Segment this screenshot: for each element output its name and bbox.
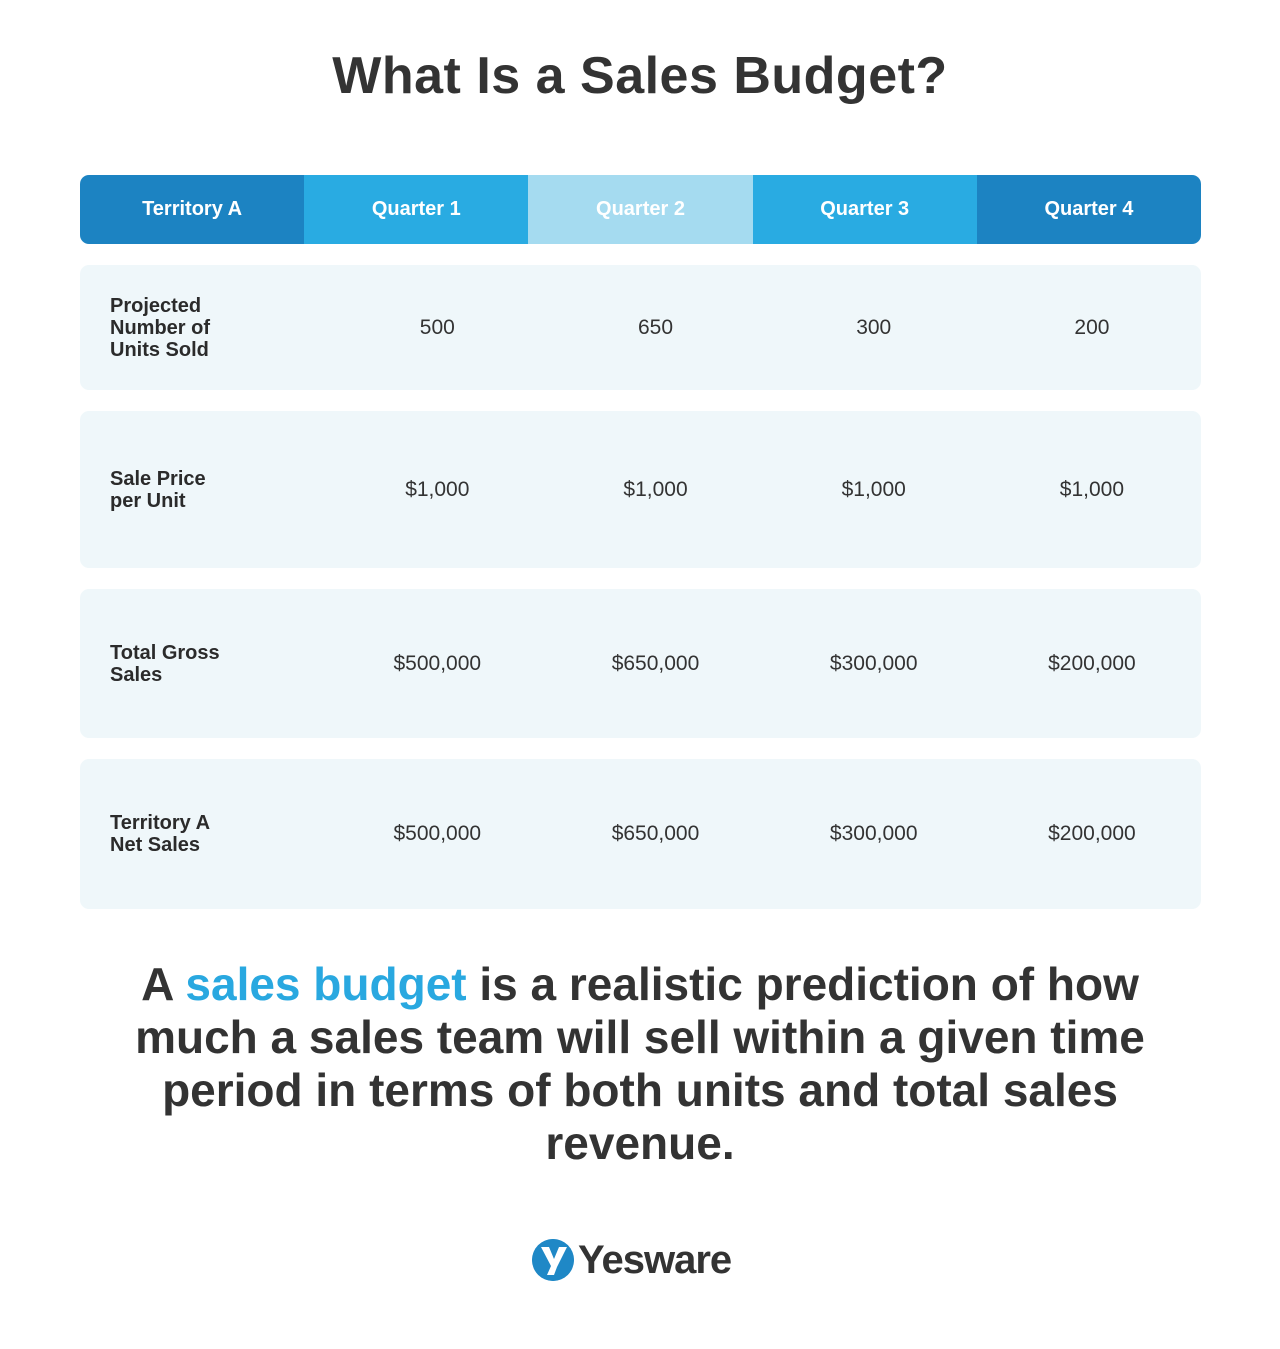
header-territory: Territory A: [80, 175, 305, 244]
table-header: Territory A Quarter 1 Quarter 2 Quarter …: [80, 175, 1201, 244]
table-cell: $500,000: [393, 651, 482, 675]
yesware-logo-icon: [532, 1239, 574, 1281]
table-cell: $1,000: [1059, 477, 1125, 501]
table-cell: 500: [419, 315, 455, 339]
table-cell: $1,000: [841, 477, 906, 501]
table-row: Projected Number of Units Sold 500 650 3…: [80, 265, 1201, 390]
table-cell: $650,000: [611, 822, 700, 845]
table-cell: $300,000: [829, 651, 918, 675]
table-cell: 650: [637, 315, 674, 339]
table-cell: $1,000: [623, 477, 688, 501]
table-row: Sale Price per Unit $1,000 $1,000 $1,000…: [80, 411, 1201, 568]
page-title: What Is a Sales Budget?: [332, 47, 948, 105]
definition-suffix: is a realistic prediction of how much a …: [135, 958, 1145, 1169]
logo-wordmark: Yesware: [578, 1237, 732, 1282]
table-cell: 200: [1074, 315, 1110, 339]
definition-prefix: A: [141, 958, 186, 1010]
row-label-sale-price: Sale Price per Unit: [110, 467, 206, 512]
definition-highlight: sales budget: [185, 958, 467, 1010]
table-cell: $500,000: [393, 822, 482, 845]
table-row: Total Gross Sales $500,000 $650,000 $300…: [80, 589, 1201, 738]
table-cell: $300,000: [829, 822, 918, 845]
definition-text: A sales budget is a realistic prediction…: [100, 958, 1180, 1170]
header-quarter-3: Quarter 3: [752, 175, 977, 244]
row-label-net-sales: Territory A Net Sales: [110, 812, 210, 856]
table-cell: 300: [856, 315, 892, 339]
table-cell: $200,000: [1048, 822, 1136, 845]
header-quarter-2: Quarter 2: [528, 175, 753, 244]
row-label-gross-sales: Total Gross Sales: [110, 641, 220, 686]
header-quarter-1: Quarter 1: [304, 175, 529, 244]
table-cell: $200,000: [1048, 651, 1136, 675]
table-row: Territory A Net Sales $500,000 $650,000 …: [80, 759, 1201, 909]
table-cell: $650,000: [611, 651, 700, 675]
yesware-logo: Yesware: [532, 1236, 732, 1284]
table-cell: $1,000: [405, 477, 470, 501]
header-quarter-4: Quarter 4: [976, 175, 1201, 244]
row-label-units-sold: Projected Number of Units Sold: [110, 294, 210, 361]
